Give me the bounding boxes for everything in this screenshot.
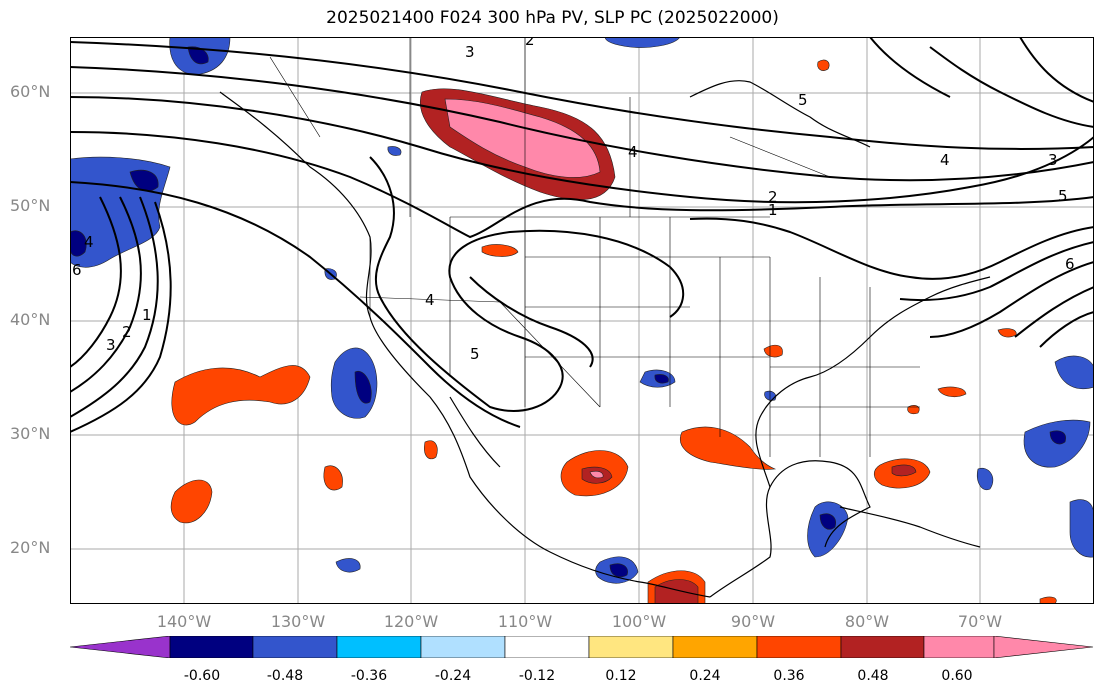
lat-label-60n: 60°N (10, 82, 51, 101)
lon-label-110w: 110°W (497, 612, 553, 631)
colorbar-tick-label: -0.24 (434, 668, 472, 684)
slp-contours (70, 37, 1094, 433)
contour-label: 3 (465, 43, 475, 61)
colorbar-segment (923, 636, 995, 658)
coastlines (219, 80, 991, 598)
contour-labels: 3 2 5 4 2 1 3 5 6 4 2 3 1 4 5 6 4 (72, 37, 1075, 363)
map-border (70, 37, 1094, 604)
pv-positive-anomalies (170, 59, 1057, 604)
contour-label: 3 (106, 336, 116, 354)
lat-label-50n: 50°N (10, 196, 51, 215)
contour-label: 3 (1048, 151, 1058, 169)
colorbar-segment (588, 636, 674, 658)
colorbar-tick-label: 0.48 (857, 668, 889, 684)
colorbar-tick-label: 0.60 (941, 668, 973, 684)
map-panel: 3 2 5 4 2 1 3 5 6 4 2 3 1 4 5 6 4 (70, 37, 1094, 604)
lon-label-70w: 70°W (957, 612, 1003, 631)
map-canvas: 3 2 5 4 2 1 3 5 6 4 2 3 1 4 5 6 4 (70, 37, 1094, 604)
contour-label: 1 (768, 201, 778, 219)
lon-label-100w: 100°W (611, 612, 667, 631)
contour-label: 2 (122, 323, 132, 341)
colorbar-tick-label: -0.12 (518, 668, 556, 684)
contour-label: 4 (628, 143, 638, 161)
contour-label: 4 (940, 151, 950, 169)
contour-label: 6 (1065, 255, 1075, 273)
colorbar-segment (169, 636, 254, 658)
lon-label-120w: 120°W (383, 612, 439, 631)
lat-label-30n: 30°N (10, 424, 51, 443)
colorbar-segment (672, 636, 758, 658)
contour-label: 5 (1058, 187, 1068, 205)
colorbar-tick-label: -0.60 (183, 668, 221, 684)
lon-label-90w: 90°W (730, 612, 776, 631)
colorbar-segment (756, 636, 842, 658)
contour-label: 2 (768, 188, 778, 206)
colorbar-tick-label: -0.36 (350, 668, 388, 684)
lat-label-20n: 20°N (10, 538, 51, 557)
colorbar (70, 636, 1094, 658)
political-borders (269, 37, 920, 457)
colorbar-segment (70, 636, 171, 658)
colorbar-segment (840, 636, 925, 658)
colorbar-segment (420, 636, 506, 658)
colorbar-segment (993, 636, 1094, 658)
contour-label: 4 (425, 291, 435, 309)
colorbar-segment (252, 636, 338, 658)
contour-label: 5 (798, 91, 808, 109)
colorbar-tick-label: 0.12 (605, 668, 637, 684)
lat-label-40n: 40°N (10, 310, 51, 329)
pv-negative-anomalies (70, 37, 1094, 584)
colorbar-tick-label: -0.48 (266, 668, 304, 684)
map-title: 2025021400 F024 300 hPa PV, SLP PC (2025… (326, 8, 779, 28)
contour-label: 2 (525, 37, 535, 49)
colorbar-tick-label: 0.24 (689, 668, 721, 684)
lon-label-130w: 130°W (270, 612, 326, 631)
colorbar-segment (504, 636, 590, 658)
contour-label: 4 (84, 233, 94, 251)
colorbar-tick-label: 0.36 (773, 668, 805, 684)
contour-label: 5 (470, 345, 480, 363)
lon-label-80w: 80°W (844, 612, 890, 631)
colorbar-segment (336, 636, 422, 658)
lon-label-140w: 140°W (156, 612, 212, 631)
contour-label: 6 (72, 261, 82, 279)
contour-label: 1 (142, 306, 152, 324)
